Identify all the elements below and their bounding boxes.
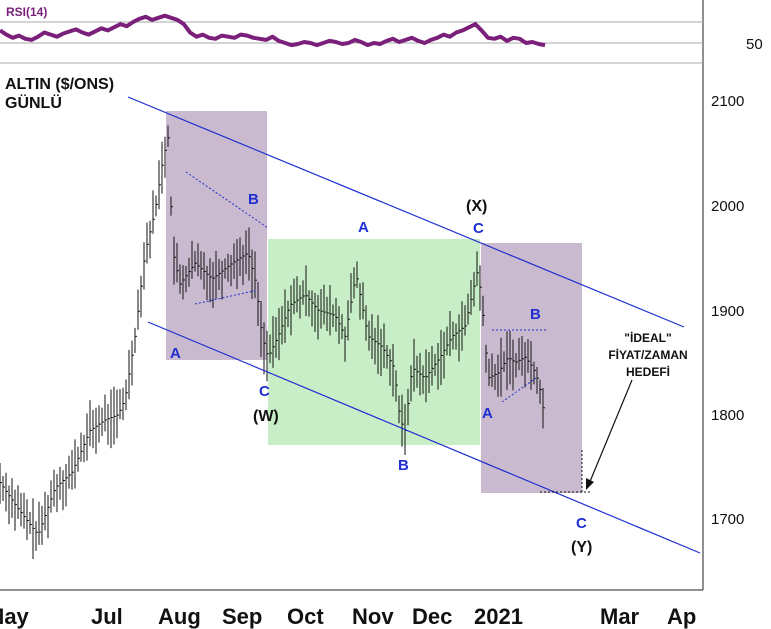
- chart-title: ALTIN ($/ONS): [5, 76, 114, 93]
- y-tick-2000: 2000: [711, 198, 744, 215]
- x-tick-aug: Aug: [158, 604, 201, 629]
- wave-label-x-c: C: [473, 220, 484, 237]
- wave-label-w-a: A: [170, 345, 181, 362]
- wave-label-x: (X): [466, 198, 487, 215]
- x-tick-jul: Jul: [91, 604, 123, 629]
- y-tick-2100: 2100: [711, 93, 744, 110]
- y-tick-1800: 1800: [711, 407, 744, 424]
- w-triangle-bottom: [194, 289, 259, 305]
- x-tick-2021: 2021: [474, 604, 523, 629]
- target-arrow-line: [588, 379, 633, 485]
- zone-x-range: [268, 239, 480, 445]
- wave-label-w: (W): [253, 408, 279, 425]
- x-tick-apr: Ap: [667, 604, 696, 629]
- w-triangle-top: [185, 171, 269, 229]
- wave-label-w-c: C: [259, 383, 270, 400]
- rsi-series: [0, 13, 546, 48]
- wave-label-x-b: B: [398, 457, 409, 474]
- target-note-line-2: FİYAT/ZAMAN: [608, 347, 687, 362]
- channel-lower-line: [147, 321, 701, 554]
- x-tick-nov: Nov: [352, 604, 394, 629]
- y-tick-1900: 1900: [711, 303, 744, 320]
- x-tick-mar: Mar: [600, 604, 640, 629]
- wave-label-x-a: A: [358, 219, 369, 236]
- wave-label-y: (Y): [571, 539, 592, 556]
- x-tick-oct: Oct: [287, 604, 324, 629]
- target-arrow-head: [586, 478, 594, 490]
- x-tick-sep: Sep: [222, 604, 262, 629]
- channel-upper-line: [127, 96, 685, 328]
- wave-label-y-c: C: [576, 515, 587, 532]
- wave-label-y-b: B: [530, 306, 541, 323]
- chart-subtitle: GÜNLÜ: [5, 93, 62, 112]
- rsi-line: [0, 13, 546, 48]
- zone-w-correction: [166, 111, 267, 360]
- wave-label-w-b: B: [248, 191, 259, 208]
- x-tick-may: May: [0, 604, 30, 629]
- target-note-line-1: "İDEAL": [624, 330, 671, 345]
- wave-label-y-a: A: [482, 405, 493, 422]
- rsi-tick-50: 50: [746, 36, 763, 53]
- rsi-label: RSI(14): [6, 5, 47, 19]
- x-tick-dec: Dec: [412, 604, 452, 629]
- y-triangle-bottom: [501, 377, 537, 403]
- target-note-line-3: HEDEFİ: [626, 364, 670, 379]
- price-bars: [0, 125, 545, 560]
- y-tick-1700: 1700: [711, 511, 744, 528]
